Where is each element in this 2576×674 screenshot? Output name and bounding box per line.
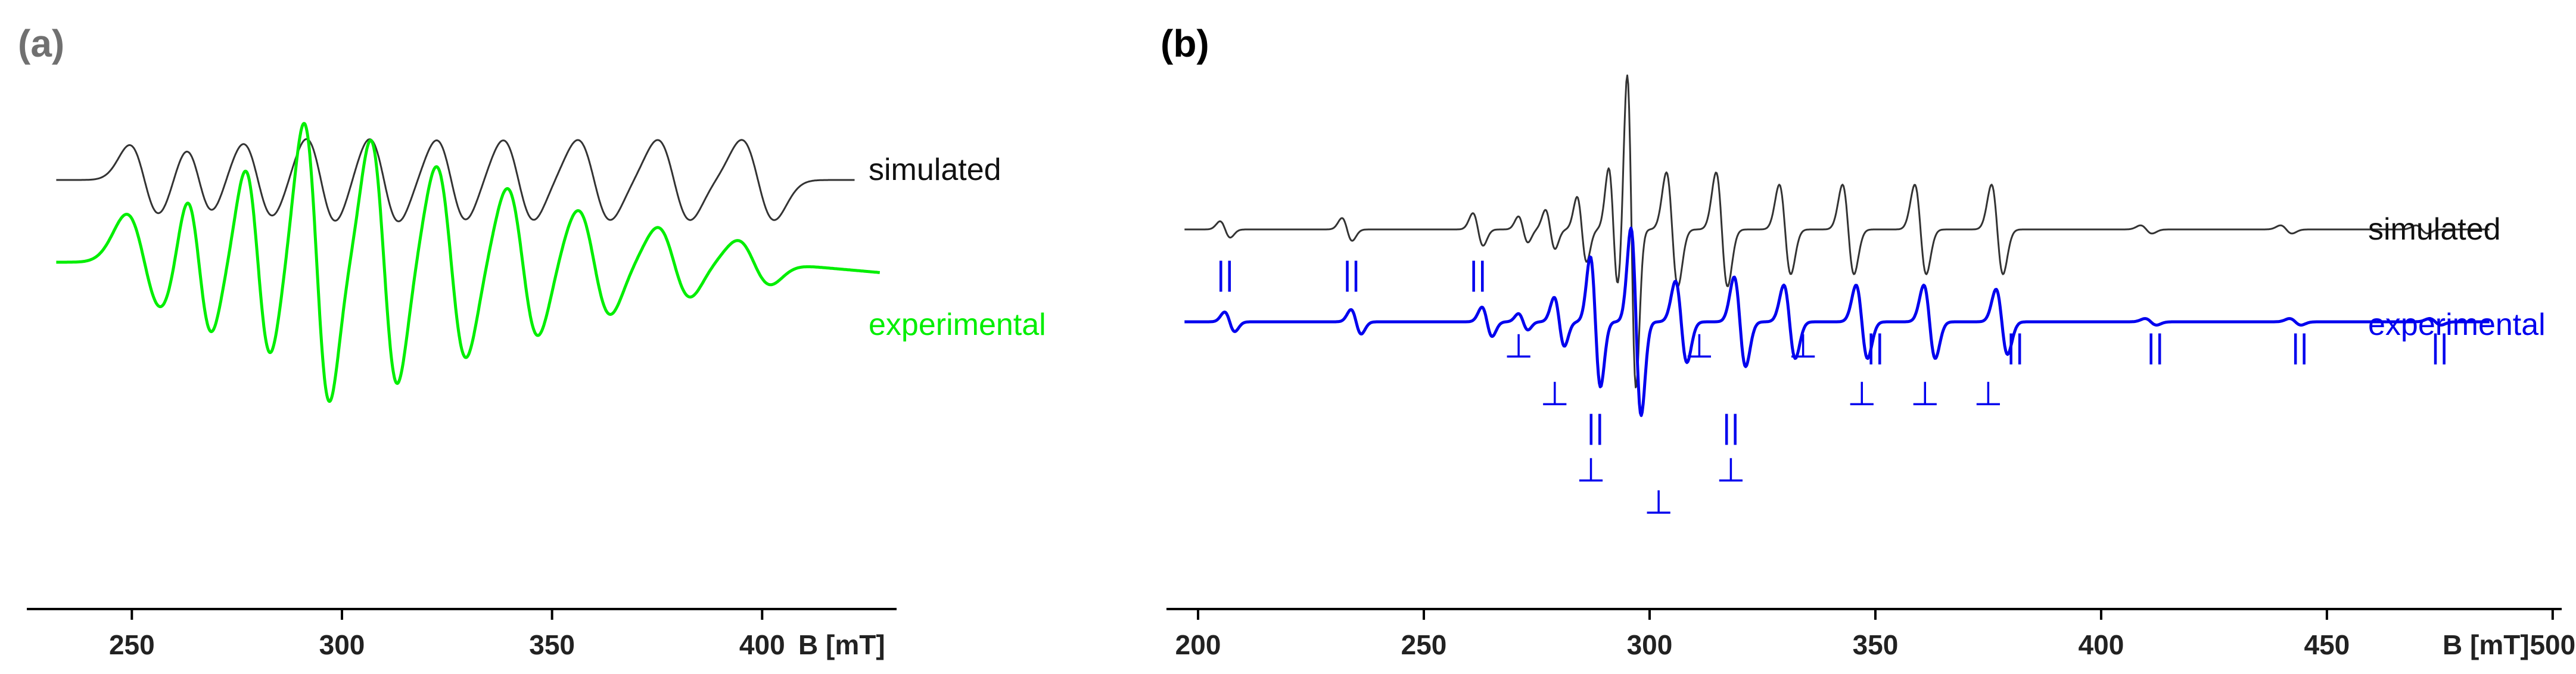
panel-a-simulated-trace [55,138,855,222]
panel-a-x-ticks: 250 300 350 400 [109,609,785,660]
panel-b: (b) || || |||| |||| || || || ||⊥⊥⊥⊥⊥⊥⊥⊥ ⊥ ⊥ simul… [1161,22,2575,660]
panel-b-series-labels: simulated experimental [2368,212,2546,342]
perpendicular-marker: ⊥ [1644,483,1673,521]
panel-a-series-labels: simulated experimental [869,153,1046,342]
x-tick-label: 250 [1401,629,1447,660]
panel-a-x-axis-title: B [mT] [798,629,885,660]
perpendicular-marker: ⊥ [1576,451,1606,489]
perpendicular-marker: ⊥ [1911,375,1940,412]
panel-b-experimental-trace [1184,226,2490,417]
parallel-marker: || [1469,254,1486,292]
panel-b-x-axis-title: B [mT] [2443,629,2530,660]
perpendicular-marker: ⊥ [1504,327,1533,365]
perpendicular-marker: ⊥ [1685,327,1714,365]
panel-b-x-ticks: 200 250 300 350 400 450 500 [1175,609,2575,660]
panel-a-label: (a) [18,22,64,65]
x-tick-label: 400 [739,629,785,660]
x-tick-label: 250 [109,629,155,660]
panel-a-simulated-label: simulated [869,153,1001,187]
x-tick-label: 300 [319,629,365,660]
panel-b-curves [1184,74,2490,417]
perpendicular-marker: ⊥ [1788,327,1818,365]
perpendicular-marker: ⊥ [1847,375,1877,412]
perpendicular-marker: ⊥ [1974,375,2003,412]
x-tick-label: 300 [1627,629,1673,660]
panel-a: (a) simulated experimental 250 300 350 400 … [18,22,1046,660]
panel-a-experimental-trace [55,122,881,403]
parallel-marker: || [1722,408,1740,445]
panel-a-experimental-label: experimental [869,308,1046,342]
panel-a-curves [55,122,881,403]
perpendicular-marker: ⊥ [1716,451,1746,489]
x-tick-label: 400 [2079,629,2124,660]
panel-b-simulated-trace [1184,74,2490,389]
panel-b-orientation-markers: || || |||| |||| || || || ||⊥⊥⊥⊥⊥⊥⊥⊥ ⊥ ⊥ [1217,254,2449,521]
parallel-marker: || [2006,327,2024,365]
x-tick-label: 450 [2304,629,2350,660]
x-tick-label: 350 [529,629,575,660]
parallel-marker: || [1217,254,1234,292]
parallel-marker: || [2431,327,2449,365]
x-tick-label: 500 [2530,629,2575,660]
x-tick-label: 200 [1175,629,1221,660]
parallel-marker: || [2146,327,2164,365]
perpendicular-marker: ⊥ [1540,375,1569,412]
parallel-marker: || [1866,327,1884,365]
panel-b-experimental-label: experimental [2368,308,2546,342]
panel-b-label: (b) [1161,22,1209,65]
parallel-marker: || [1586,408,1604,445]
parallel-marker: || [2291,327,2309,365]
x-tick-label: 350 [1853,629,1899,660]
panel-b-simulated-label: simulated [2368,212,2501,247]
parallel-marker: || [1343,254,1360,292]
